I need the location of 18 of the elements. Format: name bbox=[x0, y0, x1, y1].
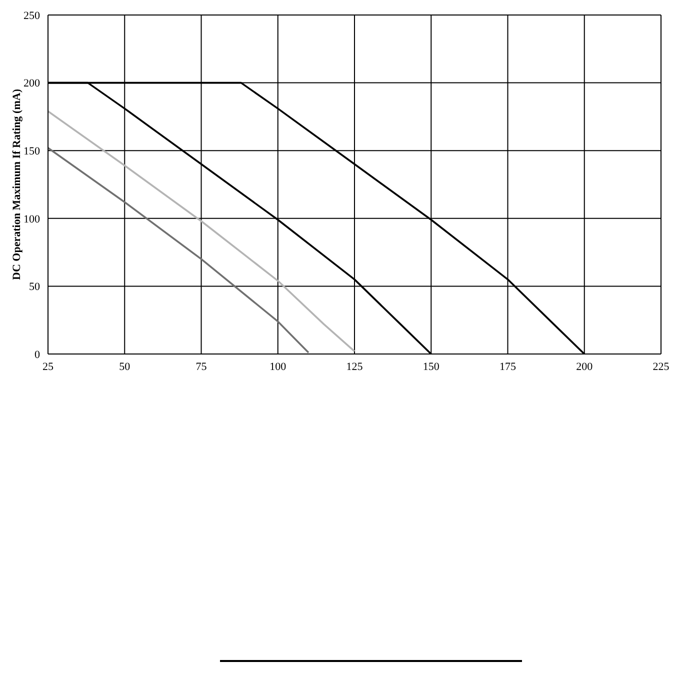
y-tick-label: 150 bbox=[24, 146, 40, 158]
y-axis-title: DC Operation Maximum If Rating (mA) bbox=[11, 88, 23, 280]
x-tick-label: 200 bbox=[576, 360, 594, 373]
x-tick-label: 50 bbox=[119, 360, 131, 373]
line-series bbox=[48, 146, 310, 354]
x-tick-label: 25 bbox=[42, 360, 54, 373]
x-tick-label: 125 bbox=[346, 360, 364, 373]
y-tick-label: 250 bbox=[24, 10, 40, 22]
y-tick-label: 100 bbox=[24, 213, 40, 226]
y-tick-label: 0 bbox=[34, 348, 40, 361]
x-tick-label: 75 bbox=[196, 360, 208, 373]
x-tick-label: 175 bbox=[500, 360, 516, 373]
x-tick-label: 225 bbox=[652, 360, 670, 373]
x-tick-label: 150 bbox=[422, 360, 440, 373]
line-series bbox=[48, 110, 356, 352]
y-tick-label: 50 bbox=[29, 281, 40, 294]
y-tick-label: 200 bbox=[24, 78, 40, 90]
x-tick-label: 100 bbox=[270, 360, 287, 373]
